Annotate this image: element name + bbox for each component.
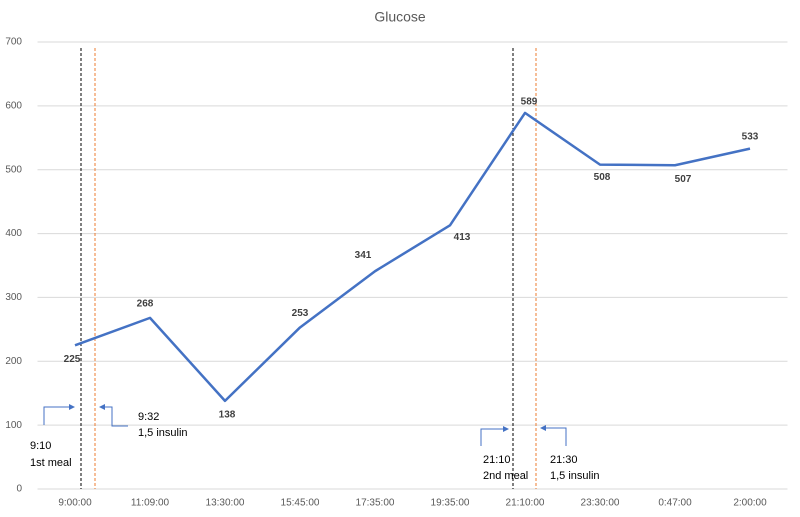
y-tick-label: 100 [5, 420, 22, 431]
y-tick-label: 200 [5, 356, 22, 367]
event-lines [80, 48, 537, 489]
x-tick-label: 19:35:00 [431, 498, 470, 509]
x-tick-label: 13:30:00 [206, 498, 245, 509]
annotation: 2nd meal [483, 470, 528, 482]
x-tick-label: 17:35:00 [356, 498, 395, 509]
annotation: 21:10 [483, 454, 511, 466]
data-label: 507 [675, 174, 692, 185]
annotation: 9:32 [138, 411, 159, 423]
x-tick-label: 9:00:00 [58, 498, 92, 509]
y-tick-label: 500 [5, 164, 22, 175]
y-tick-label: 600 [5, 100, 22, 111]
data-label: 341 [355, 250, 372, 261]
chart-title: Glucose [374, 9, 426, 25]
annotation: 9:10 [30, 440, 51, 452]
line-series [74, 111, 751, 403]
annotation: 1,5 insulin [138, 427, 188, 439]
data-label: 253 [292, 308, 309, 319]
data-label: 589 [521, 97, 538, 108]
data-label: 413 [454, 232, 471, 243]
x-tick-label: 2:00:00 [733, 498, 767, 509]
annotation: 1st meal [30, 457, 72, 469]
data-label: 533 [742, 131, 759, 142]
y-tick-label: 700 [5, 37, 22, 48]
y-tick-label: 400 [5, 228, 22, 239]
annotation: 1,5 insulin [550, 470, 600, 482]
y-tick-label: 300 [5, 292, 22, 303]
x-tick-label: 11:09:00 [131, 498, 170, 509]
x-tick-label: 15:45:00 [281, 498, 320, 509]
y-tick-label: 0 [16, 484, 22, 495]
data-label: 508 [594, 172, 611, 183]
annotation-arrows [43, 404, 567, 446]
data-label: 268 [137, 299, 154, 310]
annotation: 21:30 [550, 454, 578, 466]
data-label: 138 [219, 410, 236, 421]
data-label: 225 [64, 354, 81, 365]
x-tick-label: 21:10:00 [506, 498, 545, 509]
x-tick-label: 23:30:00 [581, 498, 620, 509]
plot: 0 100 200 300 400 500 600 700 9:00:00 11:09:00 13:… [5, 37, 767, 509]
x-tick-label: 0:47:00 [658, 498, 692, 509]
